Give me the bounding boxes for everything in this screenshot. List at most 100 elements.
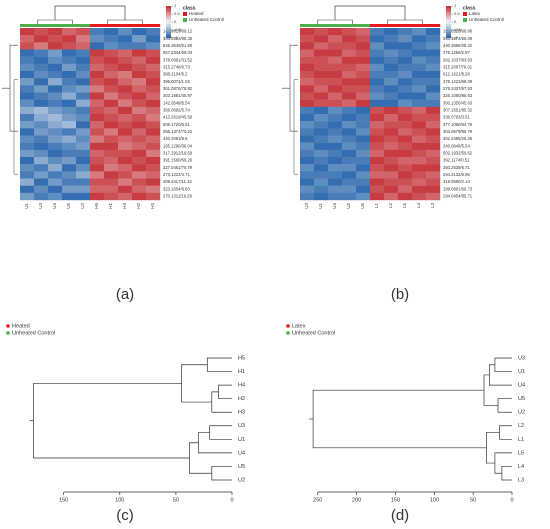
heatmap-cell [370, 92, 385, 100]
heatmap-cell [146, 85, 161, 93]
leaf-label: L1 [518, 437, 524, 443]
heatmap-cell [104, 49, 119, 57]
colorbar-step [166, 34, 171, 37]
heatmap-cell [118, 106, 133, 115]
legend-label: Unheated Control [469, 17, 504, 22]
heatmap-cell [398, 164, 413, 172]
colorbar-tick-label: 0.5 [174, 11, 180, 16]
row-label: 276.1256/2.97 [443, 50, 470, 55]
heatmap-cell [34, 149, 49, 158]
class-bar-cell [146, 24, 161, 27]
heatmap-cell [398, 35, 413, 43]
dendrogram-link [211, 391, 232, 413]
heatmap-cell [146, 149, 161, 158]
class-bar-cell [118, 24, 133, 27]
heatmap-cell [76, 56, 91, 65]
heatmap-cell [76, 121, 91, 129]
heatmap-cell [62, 28, 77, 36]
heatmap-cell [132, 121, 147, 129]
heatmap-cell [132, 28, 147, 36]
heatmap-cell [146, 164, 161, 172]
heatmap-cell [426, 178, 441, 186]
heatmap-cell [118, 35, 133, 43]
heatmap-cell [328, 85, 343, 93]
heatmap-cell [328, 128, 343, 136]
class-bar-cell [328, 24, 343, 27]
row-label: 612.1621/8.26 [443, 72, 470, 77]
heatmap-cell [356, 121, 371, 129]
heatmap-cell [146, 121, 161, 129]
colorbar-tick-label: 0.5 [454, 11, 460, 16]
heatmap-cell [328, 149, 343, 158]
heatmap-cell [90, 185, 105, 194]
colorbar-tick-label: 1 [454, 3, 457, 8]
heatmap-cell [90, 157, 105, 165]
heatmap-cell [342, 28, 357, 36]
dendrogram-link [211, 466, 232, 481]
heatmap-cell [90, 135, 105, 143]
legend-marker [286, 331, 290, 335]
heatmap-cell [328, 142, 343, 151]
heatmap-cell [62, 92, 77, 100]
heatmap-cell [104, 185, 119, 194]
heatmap-cell [370, 149, 385, 158]
heatmap-cell [426, 28, 441, 36]
heatmap-cell [90, 192, 105, 201]
row-label: 502.1932/59.62 [443, 151, 473, 156]
row-label: 263.1673/65.09 [443, 36, 473, 41]
heatmap-cell [398, 142, 413, 151]
heatmap-cell [34, 164, 49, 172]
heatmap-cell [426, 114, 441, 122]
heatmap-cell [62, 128, 77, 136]
row-label: 378.0891/31.52 [163, 57, 193, 62]
colorbar-step [166, 6, 171, 9]
heatmap-cell [76, 78, 91, 86]
heatmap-cell [426, 63, 441, 72]
heatmap-cell [76, 171, 91, 179]
heatmap-cell [146, 56, 161, 65]
heatmap-cell [370, 106, 385, 115]
heatmap-cell [34, 185, 49, 194]
heatmap-cell [398, 114, 413, 122]
class-bar-cell [398, 24, 413, 27]
legend-label: Unheated Control [189, 17, 224, 22]
heatmap-cell [314, 178, 329, 186]
heatmap-cell [104, 92, 119, 100]
column-label: H1 [108, 203, 113, 209]
heatmap-cell [398, 56, 413, 65]
column-dendrogram [317, 19, 353, 24]
heatmap-cell [118, 28, 133, 36]
heatmap-cell [426, 149, 441, 158]
heatmap-cell [132, 135, 147, 143]
x-tick-label: 200 [352, 497, 361, 503]
heatmap-cell [412, 114, 427, 122]
x-tick-label: 150 [59, 497, 68, 503]
class-bar-cell [356, 24, 371, 27]
row-label: 141.9819/69.12 [163, 29, 193, 34]
heatmap-cell [104, 178, 119, 186]
colorbar-step [446, 32, 451, 35]
heatmap-cell [20, 135, 35, 143]
row-label: 545.3646/51.50 [163, 43, 193, 48]
colorbar-step [446, 18, 451, 21]
colorbar-tick-label: -1 [174, 35, 178, 40]
leaf-label: L4 [518, 464, 524, 470]
heatmap-cell [300, 49, 315, 57]
heatmap-cell [76, 185, 91, 194]
heatmap-cell [356, 99, 371, 108]
panel-label: (d) [391, 507, 409, 524]
heatmap-cell [370, 185, 385, 194]
heatmap-cell [412, 49, 427, 57]
row-label: 303.0679/85.79 [443, 129, 473, 134]
colorbar-tick-label: -0.5 [174, 27, 182, 32]
heatmap-cell [384, 92, 399, 100]
colorbar-step [446, 8, 451, 11]
column-label: L5 [402, 203, 407, 209]
leaf-label: L3 [518, 477, 524, 483]
row-label: 315.2748/6.73 [163, 65, 190, 70]
heatmap-cell [426, 142, 441, 151]
heatmap-cell [328, 78, 343, 86]
leaf-label: U3 [518, 355, 525, 361]
heatmap-cell [426, 49, 441, 57]
heatmap-cell [398, 28, 413, 36]
